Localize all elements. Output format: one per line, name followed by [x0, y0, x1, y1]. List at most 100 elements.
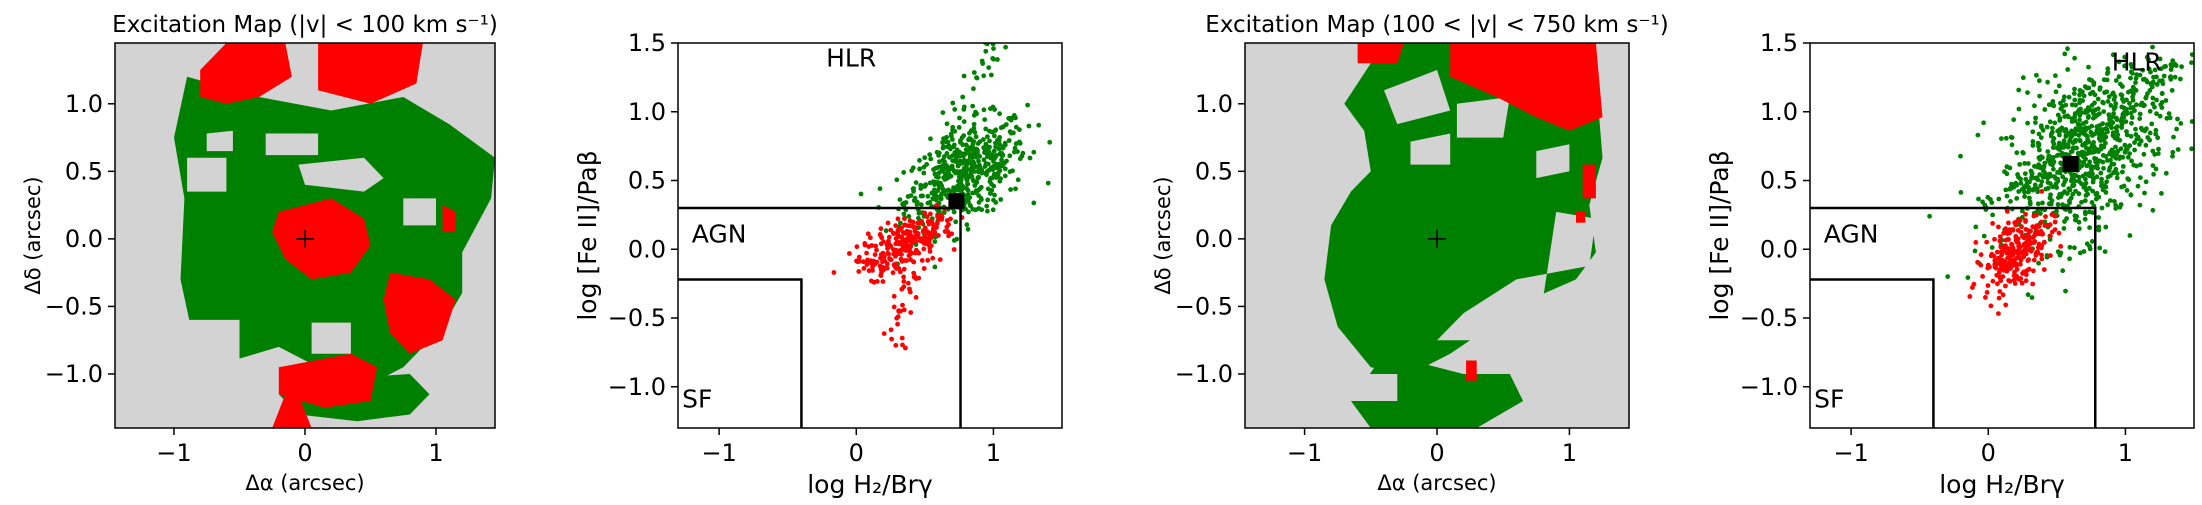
point — [2161, 73, 2167, 79]
point — [987, 128, 992, 134]
point — [971, 121, 977, 127]
y-tick-label: 0.5 — [1195, 157, 1233, 185]
point — [1976, 196, 1981, 202]
point — [965, 197, 971, 203]
point — [956, 125, 962, 130]
point — [992, 128, 998, 134]
point — [2116, 74, 2122, 80]
point — [1967, 294, 1973, 299]
point — [2052, 227, 2058, 233]
point — [2083, 119, 2089, 125]
point — [2094, 174, 2100, 180]
point — [2150, 163, 2156, 169]
point — [2051, 136, 2057, 141]
point — [2052, 219, 2058, 225]
point — [2083, 108, 2089, 114]
point — [2007, 255, 2013, 261]
point — [953, 170, 958, 176]
point — [1989, 251, 1995, 257]
point — [2170, 153, 2175, 159]
point — [932, 264, 938, 270]
point — [2063, 288, 2068, 294]
point — [936, 183, 942, 189]
point — [2138, 162, 2143, 168]
point — [970, 206, 976, 212]
point — [992, 107, 997, 112]
point — [2110, 153, 2116, 159]
point — [2072, 178, 2078, 184]
point — [2003, 302, 2009, 308]
point — [2051, 103, 2057, 109]
point — [2027, 195, 2032, 201]
point — [2154, 111, 2159, 117]
point — [2026, 257, 2031, 263]
point — [2151, 171, 2157, 177]
point — [896, 227, 902, 233]
point — [877, 186, 883, 192]
point — [2038, 123, 2044, 129]
point — [2056, 230, 2062, 236]
point — [2060, 191, 2066, 197]
chart-title: Excitation Map (100 < |v| < 750 km s⁻¹) — [1205, 12, 1668, 38]
point — [1972, 248, 1978, 254]
point — [2089, 200, 2095, 205]
point — [2045, 149, 2051, 155]
y-tick-label: 0.0 — [1195, 225, 1233, 253]
point — [881, 331, 887, 336]
point — [2096, 215, 2102, 220]
point — [999, 157, 1004, 163]
y-tick-label: −1.0 — [1740, 373, 1798, 401]
point — [1998, 244, 2004, 250]
point — [2103, 154, 2109, 159]
point — [2033, 212, 2039, 218]
agn-region — [1582, 164, 1596, 199]
point — [2036, 142, 2042, 147]
point — [2127, 151, 2133, 157]
point — [894, 251, 900, 257]
point — [2105, 122, 2110, 127]
point — [910, 165, 916, 171]
point — [2055, 152, 2061, 158]
point — [1008, 117, 1014, 123]
x-tick-label: −1 — [156, 439, 191, 467]
region-label-agn: AGN — [692, 219, 747, 248]
point — [974, 75, 980, 81]
point — [2027, 179, 2032, 185]
point — [2072, 138, 2078, 144]
point — [2178, 76, 2183, 82]
point — [2104, 179, 2110, 185]
point — [2153, 131, 2159, 137]
x-tick-label: 1 — [428, 439, 443, 467]
point — [2053, 73, 2058, 79]
unclassified-region — [311, 322, 351, 354]
point — [2057, 127, 2062, 132]
point — [975, 175, 981, 181]
point — [2022, 171, 2028, 177]
point — [949, 163, 955, 169]
point — [2140, 67, 2146, 73]
point — [2044, 124, 2050, 130]
point — [2016, 189, 2022, 194]
point — [2065, 67, 2071, 72]
point — [954, 152, 959, 157]
point — [2100, 99, 2106, 105]
point — [2047, 222, 2053, 228]
point — [1997, 238, 2003, 244]
point — [2052, 120, 2058, 126]
point — [2060, 268, 2066, 274]
point — [951, 247, 957, 252]
point — [968, 166, 974, 172]
point — [995, 172, 1001, 178]
point — [2154, 97, 2159, 103]
point — [2011, 117, 2017, 123]
point — [2019, 186, 2025, 192]
agn-region — [442, 205, 456, 233]
point — [2053, 89, 2059, 95]
point — [935, 188, 941, 194]
point — [2155, 151, 2161, 157]
point — [2113, 78, 2119, 83]
point — [1996, 311, 2001, 316]
point — [2023, 227, 2029, 232]
point — [2151, 74, 2156, 80]
point — [2059, 150, 2065, 156]
